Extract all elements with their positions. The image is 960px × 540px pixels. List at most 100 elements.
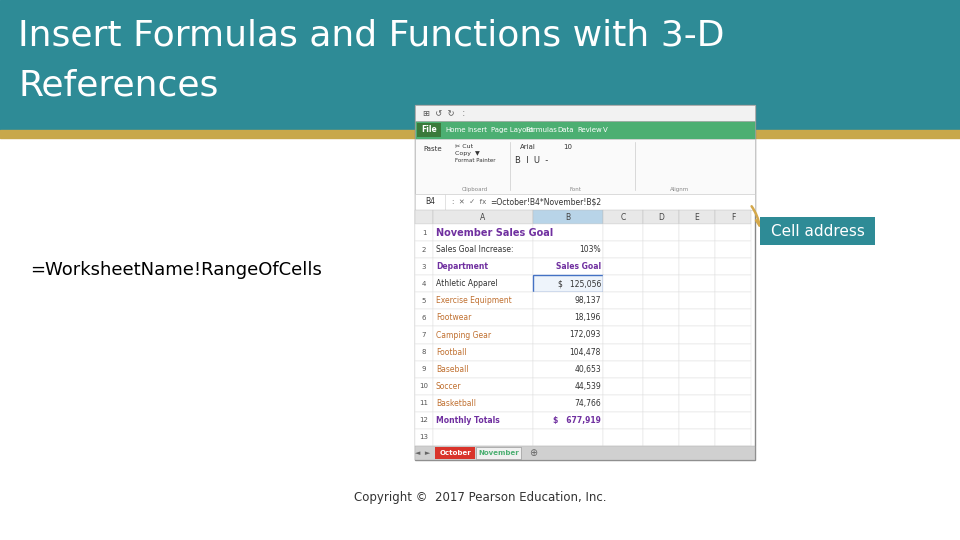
Bar	[679, 412, 715, 429]
Bar	[433, 241, 533, 258]
Text: Soccer: Soccer	[436, 382, 462, 391]
Bar	[715, 327, 751, 343]
Bar	[603, 327, 643, 343]
Text: Format Painter: Format Painter	[455, 158, 495, 163]
Text: 3: 3	[421, 264, 426, 269]
Text: 98,137: 98,137	[574, 296, 601, 305]
Bar	[435, 447, 475, 459]
Text: B4: B4	[425, 198, 435, 206]
Bar	[433, 224, 533, 241]
Bar	[715, 412, 751, 429]
Bar	[533, 412, 603, 429]
Bar	[433, 292, 533, 309]
Bar	[433, 395, 533, 412]
Bar	[679, 224, 715, 241]
Text: 6: 6	[421, 315, 426, 321]
Bar	[643, 343, 679, 361]
Bar	[533, 327, 603, 343]
Text: Athletic Apparel: Athletic Apparel	[436, 279, 497, 288]
FancyArrowPatch shape	[752, 206, 761, 226]
Text: 5: 5	[421, 298, 426, 304]
Bar	[603, 210, 643, 224]
Text: 12: 12	[420, 417, 428, 423]
Bar	[415, 361, 433, 377]
Bar	[433, 210, 533, 224]
Text: $   677,919: $ 677,919	[553, 416, 601, 425]
Bar	[415, 121, 755, 139]
Bar	[603, 292, 643, 309]
Bar	[679, 327, 715, 343]
Text: 74,766: 74,766	[574, 399, 601, 408]
Bar	[603, 377, 643, 395]
Text: =October!B4*November!B$2: =October!B4*November!B$2	[490, 198, 601, 206]
Bar	[415, 105, 755, 121]
Text: 172,093: 172,093	[569, 330, 601, 340]
Bar	[643, 241, 679, 258]
Text: ⊕: ⊕	[529, 448, 537, 458]
Bar	[715, 258, 751, 275]
Bar	[679, 395, 715, 412]
Text: $   125,056: $ 125,056	[558, 279, 601, 288]
Text: Alignm: Alignm	[670, 187, 689, 192]
Bar	[643, 224, 679, 241]
Bar	[415, 446, 755, 460]
Bar	[533, 258, 603, 275]
Bar	[643, 377, 679, 395]
Text: Paste: Paste	[423, 146, 442, 152]
Text: Insert: Insert	[467, 127, 487, 133]
Text: Football: Football	[436, 348, 467, 356]
Text: F: F	[731, 213, 735, 221]
Text: November: November	[478, 450, 518, 456]
Bar	[643, 309, 679, 327]
Bar	[679, 361, 715, 377]
Bar	[415, 194, 755, 210]
Bar	[715, 395, 751, 412]
Text: ◄  ►: ◄ ►	[416, 450, 431, 456]
Bar	[415, 105, 755, 460]
Text: 1: 1	[421, 230, 426, 235]
Text: Review: Review	[577, 127, 602, 133]
Text: Home: Home	[445, 127, 466, 133]
Text: 8: 8	[421, 349, 426, 355]
Bar	[415, 377, 433, 395]
Text: 18,196: 18,196	[575, 313, 601, 322]
Bar	[679, 429, 715, 446]
Bar	[603, 309, 643, 327]
Bar	[760, 217, 875, 245]
Bar	[476, 447, 521, 459]
Text: Copyright ©  2017 Pearson Education, Inc.: Copyright © 2017 Pearson Education, Inc.	[353, 491, 607, 504]
Bar	[603, 343, 643, 361]
Bar	[0, 130, 960, 138]
Bar	[643, 361, 679, 377]
Bar	[433, 361, 533, 377]
Bar	[415, 224, 433, 241]
Text: Data: Data	[557, 127, 573, 133]
Bar	[433, 343, 533, 361]
Bar	[603, 241, 643, 258]
Text: ✂ Cut: ✂ Cut	[455, 144, 473, 149]
Bar	[603, 395, 643, 412]
Bar	[533, 429, 603, 446]
Bar	[0, 138, 960, 540]
Text: 104,478: 104,478	[569, 348, 601, 356]
Bar	[415, 309, 433, 327]
Text: B  I  U  -: B I U -	[515, 156, 548, 165]
Bar	[603, 275, 643, 292]
Text: Page Layout: Page Layout	[491, 127, 534, 133]
Text: 11: 11	[420, 400, 428, 406]
Text: October: October	[439, 450, 470, 456]
Text: 10: 10	[563, 144, 572, 150]
Bar	[433, 377, 533, 395]
Text: ⊞  ↺  ↻   :: ⊞ ↺ ↻ :	[423, 109, 466, 118]
Bar	[415, 429, 433, 446]
Text: Insert Formulas and Functions with 3-D: Insert Formulas and Functions with 3-D	[18, 18, 725, 52]
Bar	[679, 292, 715, 309]
Text: Baseball: Baseball	[436, 364, 468, 374]
Text: Font: Font	[569, 187, 581, 192]
Bar	[415, 343, 433, 361]
Bar	[533, 224, 603, 241]
Text: B: B	[565, 213, 570, 221]
Bar	[415, 292, 433, 309]
Text: Clipboard: Clipboard	[462, 187, 488, 192]
Bar	[533, 275, 603, 292]
